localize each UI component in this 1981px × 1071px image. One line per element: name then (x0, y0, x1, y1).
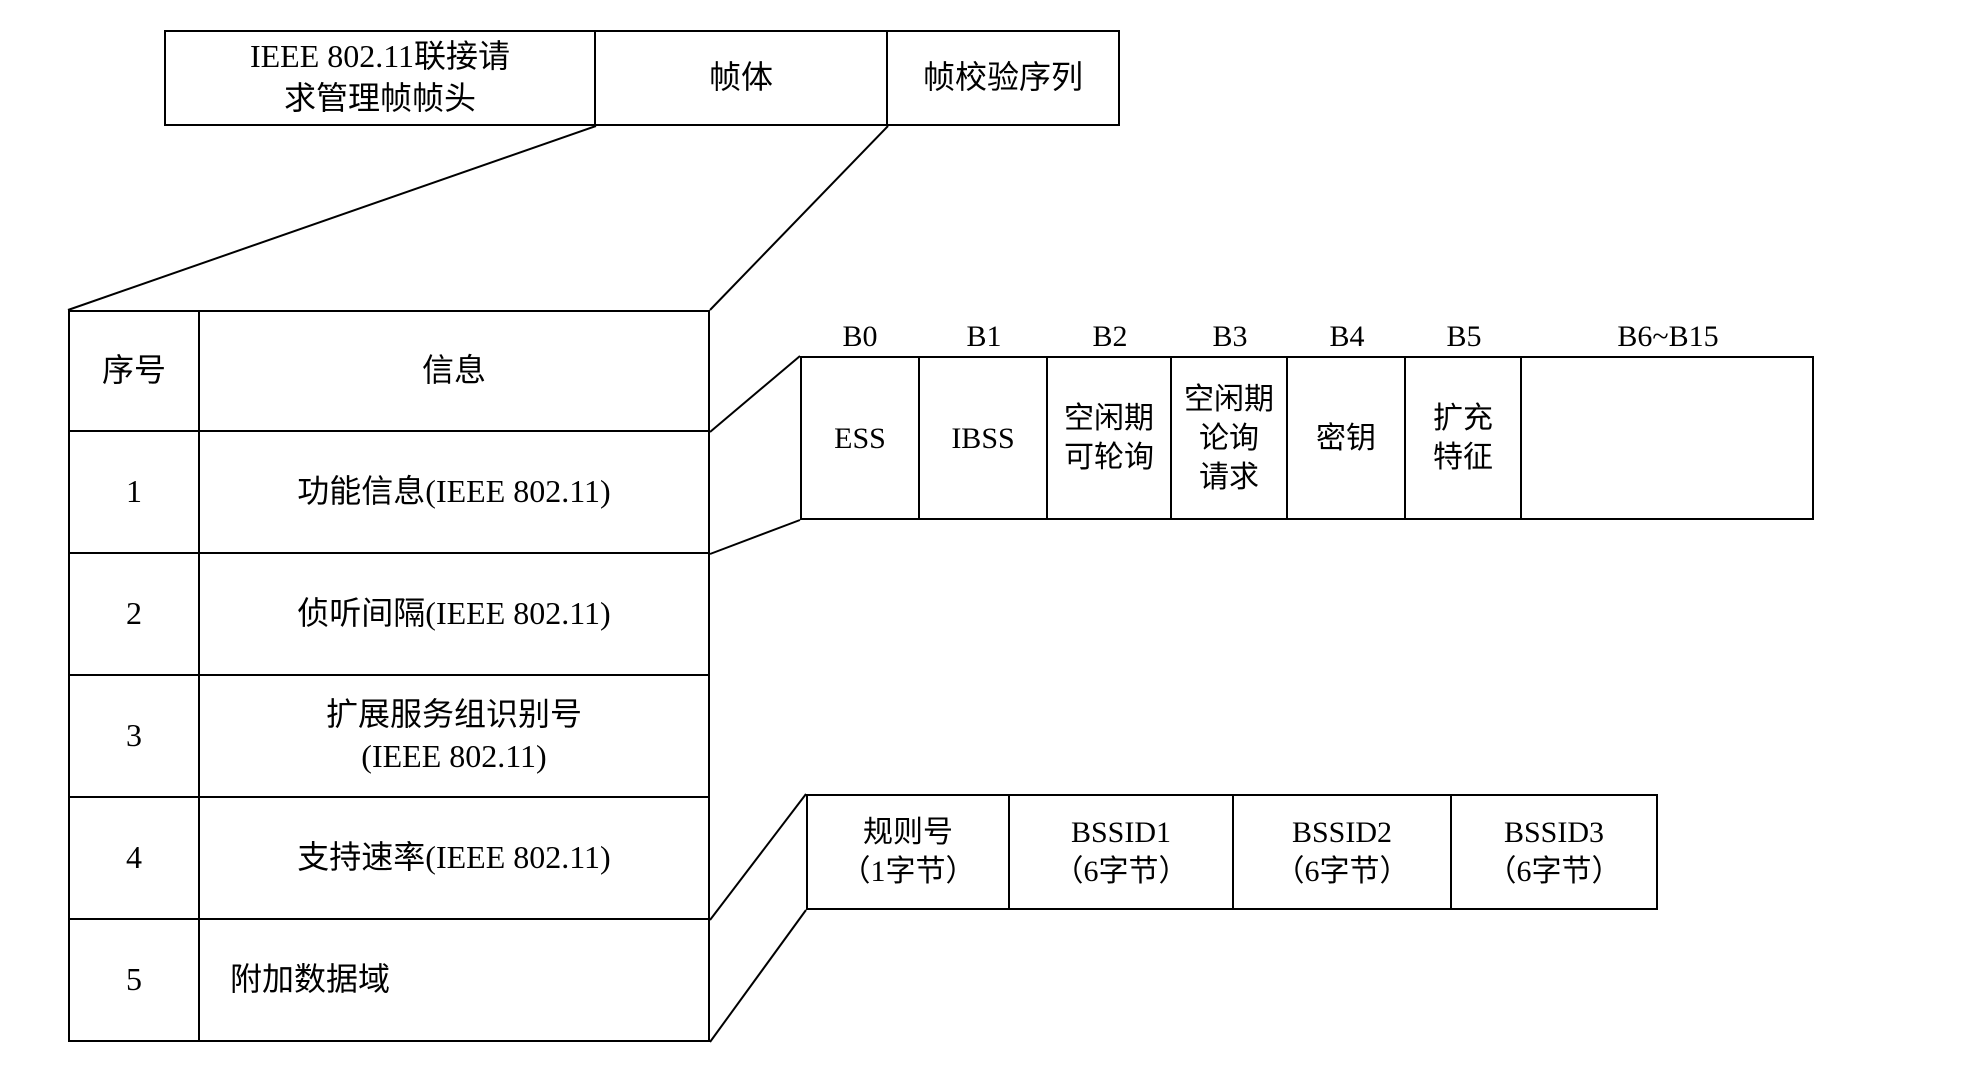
bit-label: B3 (1172, 320, 1288, 354)
bssid-cell: 规则号 （1字节） (806, 794, 1010, 910)
bit-label: B2 (1048, 320, 1172, 354)
table-row-seq: 1 (68, 432, 200, 554)
frame-body-cell: 帧体 (596, 30, 888, 126)
bit-label: B5 (1406, 320, 1522, 354)
table-row-seq: 4 (68, 798, 200, 920)
table-row-info: 侦听间隔(IEEE 802.11) (200, 554, 710, 676)
bit-cell: ESS (800, 356, 920, 520)
frame-header-cell: IEEE 802.11联接请 求管理帧帧头 (164, 30, 596, 126)
bit-label: B1 (920, 320, 1048, 354)
table-row-info: 支持速率(IEEE 802.11) (200, 798, 710, 920)
table-header-seq: 序号 (68, 310, 200, 432)
bit-cell: 空闲期 可轮询 (1048, 356, 1172, 520)
bssid-cell: BSSID3 （6字节） (1452, 794, 1658, 910)
table-row-seq: 5 (68, 920, 200, 1042)
table-row-seq: 2 (68, 554, 200, 676)
table-row-seq: 3 (68, 676, 200, 798)
bit-label: B0 (800, 320, 920, 354)
bit-label: B6~B15 (1522, 320, 1814, 354)
table-row-info: 扩展服务组识别号 (IEEE 802.11) (200, 676, 710, 798)
bssid-cell: BSSID2 （6字节） (1234, 794, 1452, 910)
table-header-info: 信息 (200, 310, 710, 432)
bit-cell: 扩充 特征 (1406, 356, 1522, 520)
bit-cell: IBSS (920, 356, 1048, 520)
table-row-info: 附加数据域 (200, 920, 710, 1042)
bssid-cell: BSSID1 （6字节） (1010, 794, 1234, 910)
frame-fcs-cell: 帧校验序列 (888, 30, 1120, 126)
bit-cell: 密钥 (1288, 356, 1406, 520)
bit-label: B4 (1288, 320, 1406, 354)
bit-cell (1522, 356, 1814, 520)
bit-cell: 空闲期 论询 请求 (1172, 356, 1288, 520)
table-row-info: 功能信息(IEEE 802.11) (200, 432, 710, 554)
